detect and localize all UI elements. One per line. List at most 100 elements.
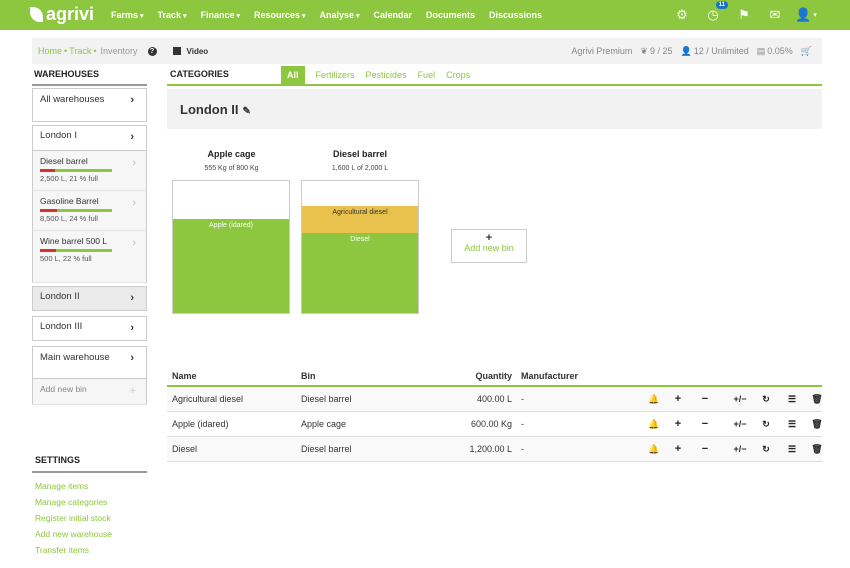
add-new-bin-button[interactable]: + Add new bin [451, 229, 527, 263]
agrivi-logo[interactable]: agrivi [30, 4, 94, 25]
flag-icon[interactable]: ⚑ [738, 7, 750, 22]
remove-icon[interactable]: − [701, 418, 709, 430]
menu-item-finance[interactable]: Finance ▾ [200, 10, 239, 20]
caret-down-icon: ▾ [354, 13, 360, 20]
bell-icon[interactable]: 🔔 [648, 418, 660, 429]
remove-icon[interactable]: − [701, 443, 709, 455]
settings-heading: SETTINGS [35, 455, 81, 465]
settings-link[interactable]: Manage categories [35, 497, 108, 507]
menu-item-analyse[interactable]: Analyse ▾ [319, 10, 359, 20]
pencil-icon[interactable]: ✎ [242, 106, 251, 117]
divider [32, 84, 147, 86]
bin-item[interactable]: Gasoline Barrel 8,500 L, 24 % full › [32, 191, 147, 231]
bin-diesel-barrel[interactable]: Diesel Agricultural diesel [301, 180, 419, 314]
settings-link[interactable]: Transfer items [35, 545, 90, 555]
refresh-icon[interactable]: ↻ [762, 443, 770, 454]
refresh-icon[interactable]: ↻ [762, 418, 770, 429]
list-icon[interactable]: ☰ [787, 418, 797, 429]
fill-level-bar [40, 169, 112, 172]
warehouse-main[interactable]: Main warehouse › [32, 346, 147, 379]
remove-icon[interactable]: − [701, 393, 709, 405]
chevron-right-icon: › [130, 94, 134, 106]
bell-icon[interactable]: 🔔 [648, 393, 660, 404]
menu-item-farms[interactable]: Farms ▾ [111, 10, 143, 20]
storage-icon: ▤ [756, 45, 766, 56]
bell-icon[interactable]: 🔔 [648, 443, 660, 454]
tab-pesticides[interactable]: Pesticides [365, 69, 407, 80]
account-status: Agrivi Premium ❦ 9 / 25 👤 12 / Unlimited… [563, 38, 812, 64]
chevron-right-icon: › [132, 157, 136, 169]
settings-link[interactable]: Add new warehouse [35, 529, 113, 539]
cell-manufacturer: - [521, 444, 524, 454]
delete-icon[interactable]: 🗑 [811, 418, 823, 429]
menu-item-track[interactable]: Track ▾ [157, 10, 186, 20]
settings-icon[interactable]: ⚙ [676, 7, 688, 22]
bin-item-name: Gasoline Barrel [40, 196, 99, 206]
bin-fill-label: Diesel [350, 236, 370, 243]
warehouse-all[interactable]: All warehouses › [32, 88, 147, 122]
mail-icon[interactable]: ✉ [769, 7, 781, 22]
add-bin-label: Add new bin [464, 243, 514, 253]
user-icon[interactable]: 👤 ▾ [795, 7, 817, 22]
fill-level [40, 249, 56, 252]
tab-crops[interactable]: Crops [446, 69, 471, 80]
settings-link[interactable]: Register initial stock [35, 513, 111, 523]
bin-item-meta: 2,500 L, 21 % full [40, 174, 98, 183]
divider [167, 84, 822, 86]
tab-all[interactable]: All [281, 65, 305, 84]
adjust-icon[interactable]: +/− [733, 419, 747, 429]
breadcrumb-track[interactable]: Track [69, 46, 92, 56]
cell-quantity: 1,200.00 L [469, 444, 512, 454]
list-icon[interactable]: ☰ [787, 393, 797, 404]
settings-link[interactable]: Manage items [35, 481, 89, 491]
col-quantity[interactable]: Quantity [475, 371, 512, 381]
add-new-bin-link[interactable]: Add new bin + [32, 379, 147, 405]
bin-apple-cage[interactable]: Apple (idared) [172, 180, 290, 314]
menu-item-label: Finance [200, 10, 235, 20]
warehouse-list: All warehouses › London I › Diesel barre… [32, 88, 147, 405]
table-row: Apple (idared) Apple cage 600.00 Kg - 🔔 + − +/−… [167, 412, 823, 437]
chevron-right-icon: › [130, 322, 134, 334]
table-row: Diesel Diesel barrel 1,200.00 L - 🔔 + − +/− ↻ ☰ 🗑 [167, 437, 823, 462]
col-bin[interactable]: Bin [301, 371, 316, 381]
adjust-icon[interactable]: +/− [733, 444, 747, 454]
video-link[interactable]: Video [186, 46, 209, 56]
bin-item[interactable]: Diesel barrel 2,500 L, 21 % full › [32, 151, 147, 191]
tab-fuel[interactable]: Fuel [417, 69, 436, 80]
col-name[interactable]: Name [172, 371, 197, 381]
chevron-right-icon: › [130, 352, 134, 364]
menu-item-calendar[interactable]: Calendar [373, 10, 412, 20]
bin-item[interactable]: Wine barrel 500 L 500 L, 22 % full › [32, 231, 147, 283]
chevron-right-icon: › [130, 292, 134, 304]
warehouse-label: London III [40, 321, 83, 332]
users-count: 12 / Unlimited [693, 46, 749, 56]
col-manufacturer[interactable]: Manufacturer [521, 371, 579, 381]
refresh-icon[interactable]: ↻ [762, 393, 770, 404]
add-icon[interactable]: + [674, 418, 682, 430]
menu-item-label: Documents [425, 10, 475, 20]
list-icon[interactable]: ☰ [787, 443, 797, 454]
video-icon[interactable] [172, 47, 181, 55]
cart-icon[interactable]: 🛒 [800, 45, 812, 56]
delete-icon[interactable]: 🗑 [811, 393, 823, 404]
add-icon[interactable]: + [674, 393, 682, 405]
warehouse-london-1[interactable]: London I › [32, 125, 147, 151]
warehouse-london-2[interactable]: London II › [32, 286, 147, 311]
add-icon[interactable]: + [674, 443, 682, 455]
tab-fertilizers[interactable]: Fertilizers [315, 69, 355, 80]
help-icon[interactable]: ? [147, 46, 157, 56]
menu-item-documents[interactable]: Documents [426, 10, 475, 20]
fill-level-bar [40, 209, 112, 212]
warehouses-heading: WAREHOUSES [34, 69, 100, 79]
menu-item-label: Track [157, 10, 182, 20]
delete-icon[interactable]: 🗑 [811, 443, 823, 454]
menu-item-discussions[interactable]: Discussions [489, 10, 542, 20]
adjust-icon[interactable]: +/− [733, 394, 747, 404]
cell-manufacturer: - [521, 419, 524, 429]
plus-icon: + [129, 385, 136, 397]
warehouse-london-3[interactable]: London III › [32, 316, 147, 341]
alarm-clock-icon[interactable]: ◷ 11 [705, 1, 728, 23]
chevron-right-icon: › [130, 131, 134, 143]
breadcrumb-home[interactable]: Home [38, 46, 63, 56]
menu-item-resources[interactable]: Resources ▾ [254, 10, 306, 20]
